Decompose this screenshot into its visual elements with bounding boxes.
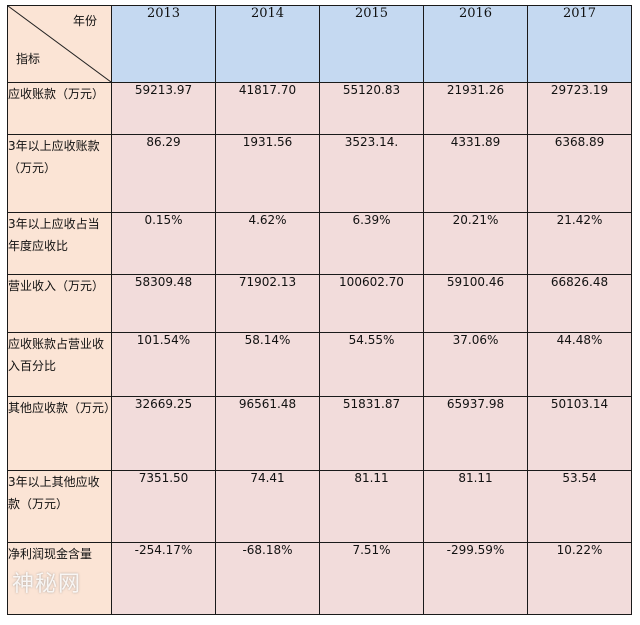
table-cell: 96561.48 (215, 396, 320, 471)
diagonal-divider (8, 6, 111, 82)
table-row: 净利润现金含量 -254.17% -68.18% 7.51% -299.59% … (7, 542, 632, 615)
table-row: 营业收入（万元） 58309.48 71902.13 100602.70 591… (7, 274, 632, 333)
data-table: 年份 指标 2013 2014 2015 2016 2017 应收账款（万元） … (7, 5, 632, 615)
table-cell: 58.14% (215, 332, 320, 397)
table-cell: 29723.19 (527, 82, 632, 135)
table-row: 3年以上应收账款（万元） 86.29 1931.56 3523.14. 4331… (7, 134, 632, 213)
table-cell: 55120.83 (319, 82, 424, 135)
table-cell: 101.54% (111, 332, 216, 397)
table-cell: 6368.89 (527, 134, 632, 213)
table-cell: 100602.70 (319, 274, 424, 333)
year-header: 2015 (319, 5, 424, 83)
table-row: 其他应收款（万元） 32669.25 96561.48 51831.87 659… (7, 396, 632, 471)
table-cell: 86.29 (111, 134, 216, 213)
table-cell: 7351.50 (111, 470, 216, 543)
metric-label: 应收账款（万元） (7, 82, 112, 135)
header-row: 年份 指标 2013 2014 2015 2016 2017 (7, 5, 632, 83)
table-cell: -299.59% (423, 542, 528, 615)
table-cell: 21.42% (527, 212, 632, 275)
year-header: 2014 (215, 5, 320, 83)
table-cell: 58309.48 (111, 274, 216, 333)
table-cell: 41817.70 (215, 82, 320, 135)
table-cell: 32669.25 (111, 396, 216, 471)
table-cell: 3523.14. (319, 134, 424, 213)
table-cell: 4.62% (215, 212, 320, 275)
metric-label: 应收账款占营业收入百分比 (7, 332, 112, 397)
table-cell: 7.51% (319, 542, 424, 615)
table-cell: 53.54 (527, 470, 632, 543)
table-cell: 21931.26 (423, 82, 528, 135)
table-cell: 37.06% (423, 332, 528, 397)
table-row: 3年以上其他应收款（万元） 7351.50 74.41 81.11 81.11 … (7, 470, 632, 543)
table-cell: 81.11 (423, 470, 528, 543)
table-cell: 0.15% (111, 212, 216, 275)
table-cell: 74.41 (215, 470, 320, 543)
metric-label: 其他应收款（万元） (7, 396, 116, 471)
metric-label: 净利润现金含量 (7, 542, 112, 615)
table-cell: 4331.89 (423, 134, 528, 213)
table-cell: -254.17% (111, 542, 216, 615)
year-header: 2013 (111, 5, 216, 83)
table-cell: 65937.98 (423, 396, 528, 471)
table-cell: 20.21% (423, 212, 528, 275)
table-cell: 81.11 (319, 470, 424, 543)
table-cell: 1931.56 (215, 134, 320, 213)
table-row: 应收账款（万元） 59213.97 41817.70 55120.83 2193… (7, 82, 632, 135)
year-header: 2016 (423, 5, 528, 83)
year-header: 2017 (527, 5, 632, 83)
table-cell: 50103.14 (527, 396, 632, 471)
table-cell: 10.22% (527, 542, 632, 615)
table-cell: 66826.48 (527, 274, 632, 333)
table-cell: 44.48% (527, 332, 632, 397)
metric-label: 营业收入（万元） (7, 274, 112, 333)
watermark: 神秘网 (12, 572, 82, 597)
table-row: 应收账款占营业收入百分比 101.54% 58.14% 54.55% 37.06… (7, 332, 632, 397)
metric-label: 3年以上应收账款（万元） (7, 134, 112, 213)
table-cell: -68.18% (215, 542, 320, 615)
corner-metric-label: 指标 (16, 52, 41, 66)
table-cell: 6.39% (319, 212, 424, 275)
table-row: 3年以上应收占当年度应收比 0.15% 4.62% 6.39% 20.21% 2… (7, 212, 632, 275)
corner-cell: 年份 指标 (7, 5, 112, 83)
table-cell: 54.55% (319, 332, 424, 397)
table-cell: 51831.87 (319, 396, 424, 471)
table-cell: 71902.13 (215, 274, 320, 333)
corner-year-label: 年份 (72, 14, 97, 28)
table-cell: 59100.46 (423, 274, 528, 333)
table-cell: 59213.97 (111, 82, 216, 135)
metric-label: 3年以上应收占当年度应收比 (7, 212, 112, 275)
metric-label: 3年以上其他应收款（万元） (7, 470, 112, 543)
